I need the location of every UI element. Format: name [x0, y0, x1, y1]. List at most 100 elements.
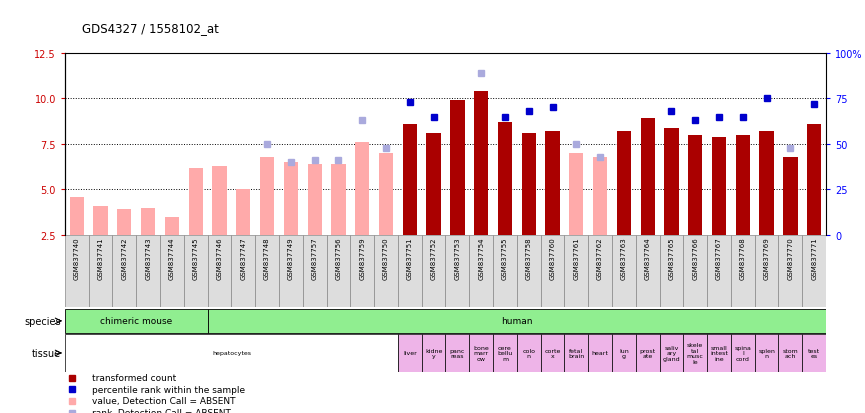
- Text: colo
n: colo n: [522, 348, 535, 358]
- Bar: [588, 235, 612, 308]
- Text: GSM837759: GSM837759: [359, 237, 365, 279]
- Bar: [93, 206, 108, 235]
- Text: percentile rank within the sample: percentile rank within the sample: [92, 385, 245, 394]
- Bar: [803, 235, 826, 308]
- Bar: [398, 335, 422, 372]
- Bar: [327, 235, 350, 308]
- Bar: [636, 335, 659, 372]
- Bar: [279, 235, 303, 308]
- Bar: [712, 137, 727, 235]
- Bar: [731, 235, 754, 308]
- Text: test
es: test es: [808, 348, 820, 358]
- Bar: [664, 128, 678, 235]
- Text: hepatocytes: hepatocytes: [212, 351, 251, 356]
- Bar: [593, 157, 607, 235]
- Bar: [640, 119, 655, 235]
- Bar: [754, 335, 778, 372]
- Text: GSM837743: GSM837743: [145, 237, 151, 279]
- Bar: [350, 235, 375, 308]
- Text: GSM837751: GSM837751: [407, 237, 413, 279]
- Bar: [451, 101, 465, 235]
- Bar: [522, 134, 536, 235]
- Bar: [546, 132, 560, 235]
- Text: GSM837753: GSM837753: [454, 237, 460, 279]
- Text: GSM837755: GSM837755: [502, 237, 508, 279]
- Bar: [137, 235, 160, 308]
- Text: GSM837765: GSM837765: [669, 237, 675, 279]
- Bar: [784, 157, 798, 235]
- Text: GDS4327 / 1558102_at: GDS4327 / 1558102_at: [82, 22, 219, 35]
- Bar: [541, 335, 564, 372]
- Text: liver: liver: [403, 351, 417, 356]
- Bar: [659, 235, 683, 308]
- Bar: [184, 235, 208, 308]
- Bar: [493, 335, 517, 372]
- Text: GSM837749: GSM837749: [288, 237, 294, 279]
- Text: GSM837760: GSM837760: [549, 237, 555, 280]
- Bar: [708, 235, 731, 308]
- Bar: [474, 92, 489, 235]
- Bar: [588, 335, 612, 372]
- Bar: [189, 168, 202, 235]
- Text: GSM837741: GSM837741: [98, 237, 104, 279]
- Text: GSM837763: GSM837763: [621, 237, 627, 280]
- Bar: [569, 154, 584, 235]
- Text: GSM837764: GSM837764: [644, 237, 650, 279]
- Text: bone
marr
ow: bone marr ow: [473, 345, 489, 361]
- Bar: [65, 335, 398, 372]
- Bar: [469, 235, 493, 308]
- Text: GSM837740: GSM837740: [74, 237, 80, 279]
- Text: cere
bellu
m: cere bellu m: [497, 345, 513, 361]
- Text: GSM837746: GSM837746: [216, 237, 222, 279]
- Text: GSM837771: GSM837771: [811, 237, 817, 280]
- Bar: [683, 235, 708, 308]
- Text: GSM837762: GSM837762: [597, 237, 603, 279]
- Bar: [70, 197, 84, 235]
- Bar: [803, 335, 826, 372]
- Bar: [160, 235, 183, 308]
- Text: heart: heart: [592, 351, 609, 356]
- Text: GSM837768: GSM837768: [740, 237, 746, 280]
- Bar: [754, 235, 778, 308]
- Bar: [426, 134, 440, 235]
- Bar: [422, 335, 445, 372]
- Text: splen
n: splen n: [758, 348, 775, 358]
- Text: GSM837750: GSM837750: [383, 237, 389, 279]
- Text: GSM837770: GSM837770: [787, 237, 793, 280]
- Bar: [498, 123, 512, 235]
- Bar: [303, 235, 327, 308]
- Bar: [112, 235, 137, 308]
- Bar: [493, 235, 517, 308]
- Text: panc
reas: panc reas: [450, 348, 465, 358]
- Text: GSM837766: GSM837766: [692, 237, 698, 280]
- Text: spina
l
cord: spina l cord: [734, 345, 752, 361]
- Bar: [65, 309, 208, 333]
- Bar: [541, 235, 564, 308]
- Bar: [118, 210, 131, 235]
- Bar: [236, 190, 251, 235]
- Bar: [232, 235, 255, 308]
- Text: tissue: tissue: [31, 348, 61, 358]
- Text: transformed count: transformed count: [92, 373, 176, 382]
- Bar: [759, 132, 774, 235]
- Bar: [255, 235, 279, 308]
- Text: lun
g: lun g: [619, 348, 629, 358]
- Text: saliv
ary
gland: saliv ary gland: [663, 345, 680, 361]
- Text: GSM837756: GSM837756: [336, 237, 342, 279]
- Bar: [403, 125, 417, 235]
- Bar: [398, 235, 422, 308]
- Bar: [778, 335, 803, 372]
- Text: GSM837767: GSM837767: [716, 237, 722, 280]
- Text: GSM837752: GSM837752: [431, 237, 437, 279]
- Text: stom
ach: stom ach: [783, 348, 798, 358]
- Bar: [564, 335, 588, 372]
- Bar: [165, 217, 179, 235]
- Bar: [331, 164, 346, 235]
- Text: kidne
y: kidne y: [425, 348, 442, 358]
- Text: GSM837744: GSM837744: [169, 237, 175, 279]
- Bar: [731, 335, 754, 372]
- Bar: [469, 335, 493, 372]
- Text: GSM837742: GSM837742: [121, 237, 127, 279]
- Bar: [208, 309, 826, 333]
- Bar: [659, 335, 683, 372]
